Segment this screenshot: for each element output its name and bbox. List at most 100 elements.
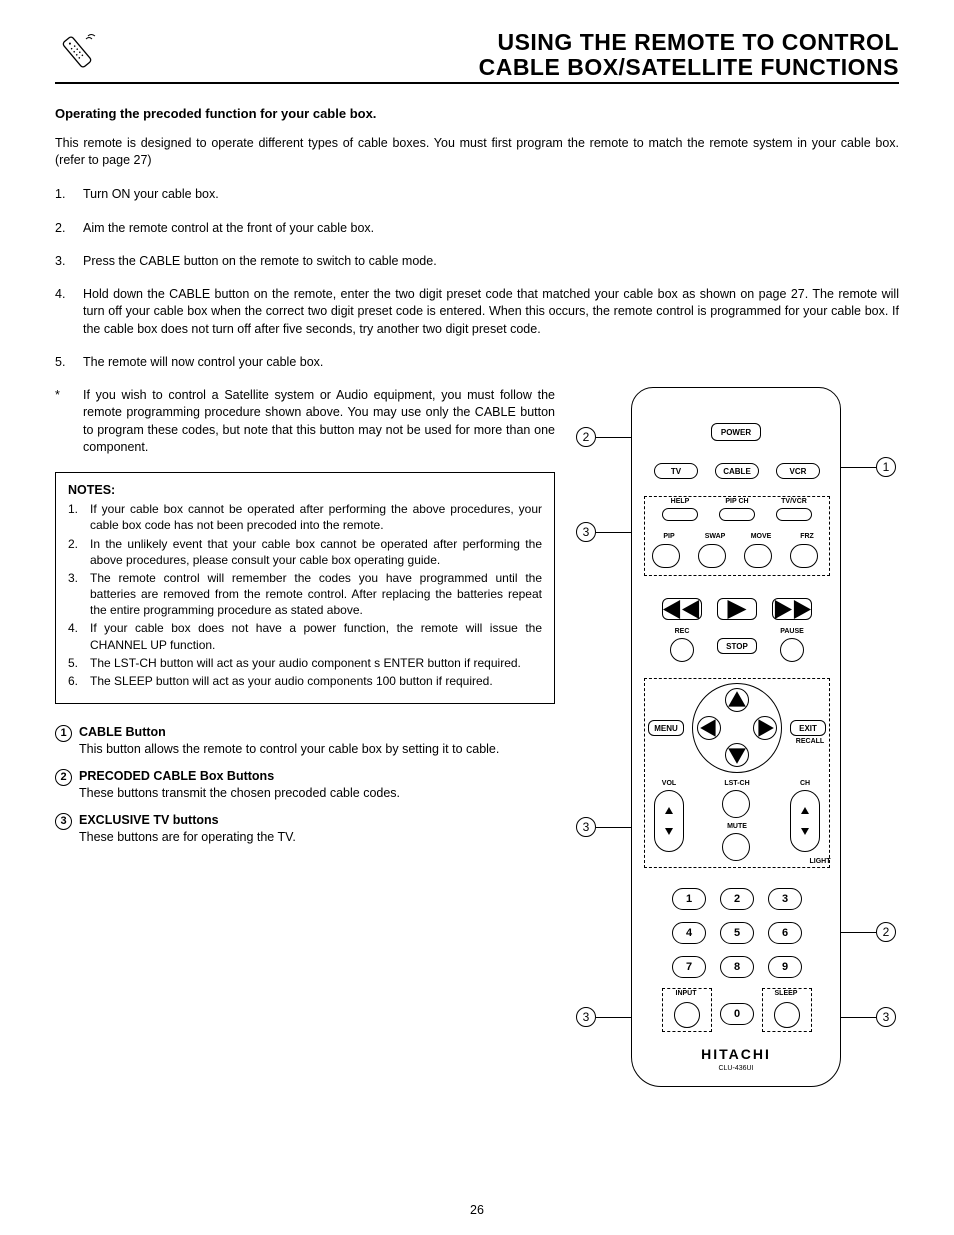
step-num: 4. [55,286,83,338]
step-text: Turn ON your cable box. [83,186,899,203]
note-text: The SLEEP button will act as your audio … [90,673,542,689]
rec-button [670,638,694,662]
mute-button [722,833,750,861]
sleep-button [774,1002,800,1028]
note-num: 4. [68,620,90,652]
note-num: 1. [68,501,90,533]
legend-desc: This button allows the remote to control… [79,742,499,756]
swap-button [698,544,726,568]
sleep-label: SLEEP [766,990,806,997]
legend-title: EXCLUSIVE TV buttons [79,813,219,827]
intro-paragraph: This remote is designed to operate diffe… [55,135,899,169]
diagram-callout: 3 [576,522,596,542]
subheading: Operating the precoded function for your… [55,106,899,121]
fastfwd-button [772,598,812,620]
legend-title: PRECODED CABLE Box Buttons [79,769,274,783]
input-button [674,1002,700,1028]
page-title: USING THE REMOTE TO CONTROLCABLE BOX/SAT… [479,30,899,80]
callout-legend: 1CABLE Button This button allows the remo… [55,724,555,845]
pipch-button [719,508,755,521]
note-num: 2. [68,536,90,568]
digit-7: 7 [672,956,706,978]
pipch-label: PIP CH [717,498,757,505]
remote-body: POWER TV CABLE VCR HELP PIP CH TV/VCR PI… [631,387,841,1087]
digit-2: 2 [720,888,754,910]
step-text: The remote will now control your cable b… [83,354,899,371]
pause-label: PAUSE [772,628,812,635]
step-list: 1.Turn ON your cable box. 2.Aim the remo… [55,186,899,371]
pause-button [780,638,804,662]
digit-3: 3 [768,888,802,910]
diagram-callout: 2 [576,427,596,447]
legend-desc: These buttons transmit the chosen precod… [79,786,400,800]
tvvcr-button [776,508,812,521]
note-num: 5. [68,655,90,671]
legend-circle: 2 [55,768,79,802]
swap-label: SWAP [698,533,732,540]
digit-5: 5 [720,922,754,944]
vcr-mode-button: VCR [776,463,820,479]
step-num: 5. [55,354,83,371]
rewind-button [662,598,702,620]
input-label: INPUT [666,990,706,997]
power-button: POWER [711,423,761,441]
nav-right-button [753,716,777,740]
legend-title: CABLE Button [79,725,166,739]
remote-diagram: 2 3 3 3 1 2 3 POWER TV [576,387,896,1087]
vol-label: VOL [654,780,684,787]
remote-header-icon [55,30,99,74]
rec-label: REC [662,628,702,635]
play-button [717,598,757,620]
title-line1: USING THE REMOTE TO CONTROL [497,29,899,55]
move-button [744,544,772,568]
pip-label: PIP [652,533,686,540]
note-text: The LST-CH button will act as your audio… [90,655,542,671]
recall-label: RECALL [790,738,830,745]
help-button [662,508,698,521]
frz-label: FRZ [790,533,824,540]
page-number: 26 [0,1203,954,1217]
pip-button [652,544,680,568]
legend-circle: 1 [55,724,79,758]
page-header: USING THE REMOTE TO CONTROLCABLE BOX/SAT… [55,30,899,84]
note-text: If your cable box cannot be operated aft… [90,501,542,533]
diagram-callout: 3 [576,1007,596,1027]
title-line2: CABLE BOX/SATELLITE FUNCTIONS [479,54,899,80]
digit-4: 4 [672,922,706,944]
digit-0: 0 [720,1003,754,1025]
nav-left-button [697,716,721,740]
lstch-button [722,790,750,818]
note-text: The remote control will remember the cod… [90,570,542,619]
frz-button [790,544,818,568]
step-num: 1. [55,186,83,203]
digit-6: 6 [768,922,802,944]
step-text: Aim the remote control at the front of y… [83,220,899,237]
brand-label: HITACHI [632,1046,840,1062]
tvvcr-label: TV/VCR [774,498,814,505]
model-label: CLU-436UI [632,1065,840,1072]
diagram-callout: 3 [576,817,596,837]
lstch-label: LST-CH [722,780,752,787]
note-text: In the unlikely event that your cable bo… [90,536,542,568]
ch-rocker [790,790,820,852]
legend-circle: 3 [55,812,79,846]
note-num: 3. [68,570,90,619]
mute-label: MUTE [722,823,752,830]
move-label: MOVE [744,533,778,540]
digit-8: 8 [720,956,754,978]
stop-button: STOP [717,638,757,654]
nav-down-button [725,743,749,767]
step-num: 3. [55,253,83,270]
notes-box: NOTES: 1.If your cable box cannot be ope… [55,472,555,704]
cable-mode-button: CABLE [715,463,759,479]
nav-up-button [725,688,749,712]
step-text: Hold down the CABLE button on the remote… [83,286,899,338]
help-label: HELP [660,498,700,505]
note-text: If your cable box does not have a power … [90,620,542,652]
step-text: Press the CABLE button on the remote to … [83,253,899,270]
diagram-callout: 3 [876,1007,896,1027]
digit-9: 9 [768,956,802,978]
ch-label: CH [790,780,820,787]
asterisk-marker: * [55,387,83,456]
step-num: 2. [55,220,83,237]
